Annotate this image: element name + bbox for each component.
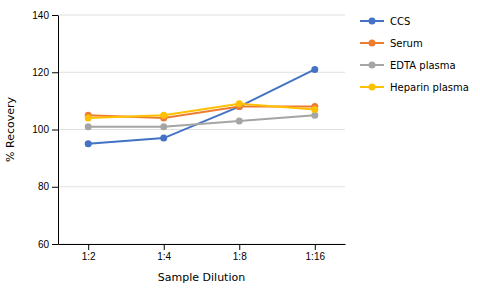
series-line [88,104,315,118]
axis-line [59,244,346,245]
tick-label: 1:16 [306,251,326,262]
tick-label: 120 [32,67,49,78]
tick-mark [88,244,89,250]
tick-label: 100 [32,124,49,135]
grid-line [58,15,345,16]
series [85,112,319,130]
tick-label: 80 [38,181,50,192]
tick-mark [315,244,316,250]
chart: 1:2 1:4 1:8 1:16 60 80 100 120 140 Sample Dilutio… [0,0,480,289]
series [85,66,319,147]
legend: CCS Serum EDTA plasma Heparin plasma [360,16,469,93]
tick: 1:2 [82,244,96,262]
legend-marker [369,40,376,47]
x-axis-title: Sample Dilution [158,271,245,284]
grid-line [58,186,345,187]
series [85,103,319,121]
point [85,123,92,130]
tick-mark [52,72,58,73]
axis-line [58,16,59,245]
tick-mark [52,130,58,131]
legend-marker [369,62,376,69]
point [160,112,167,119]
tick-label: 1:4 [157,251,171,262]
legend-item: CCS [360,16,410,27]
series-line [88,69,315,143]
y-axis-title: % Recovery [4,97,17,162]
point [85,140,92,147]
grid-line [58,72,345,73]
point [311,66,318,73]
legend-item: Serum [360,38,423,49]
point [236,117,243,124]
grid-line [58,129,345,130]
legend-marker [369,84,376,91]
tick-label: 1:8 [233,251,247,262]
tick-label: 1:2 [82,251,96,262]
x-axis: 1:2 1:4 1:8 1:16 [59,244,346,262]
point [160,135,167,142]
tick-label: 60 [38,239,50,250]
point [311,106,318,113]
grid [58,15,345,244]
tick: 140 [32,10,58,21]
legend-label: Serum [390,38,423,49]
tick-mark [239,244,240,250]
legend-item: EDTA plasma [360,60,456,71]
tick: 1:16 [306,244,326,262]
grid-line [58,244,345,245]
tick: 1:4 [157,244,171,262]
tick-mark [52,15,58,16]
tick: 120 [32,67,58,78]
point [236,100,243,107]
tick-mark [164,244,165,250]
tick: 1:8 [233,244,247,262]
y-axis: 60 80 100 120 140 [32,10,58,250]
tick: 100 [32,124,58,135]
legend-label: Heparin plasma [390,82,469,93]
tick: 80 [38,181,58,192]
plot: 1:2 1:4 1:8 1:16 60 80 100 120 140 [32,10,345,262]
legend-marker [369,18,376,25]
tick-label: 140 [32,10,49,21]
point [160,123,167,130]
legend-label: EDTA plasma [390,60,456,71]
tick-mark [52,244,58,245]
series-layer [85,66,319,147]
legend-label: CCS [390,16,410,27]
series [85,100,319,121]
tick-mark [52,187,58,188]
legend-item: Heparin plasma [360,82,469,93]
point [85,115,92,122]
tick: 60 [38,239,58,250]
